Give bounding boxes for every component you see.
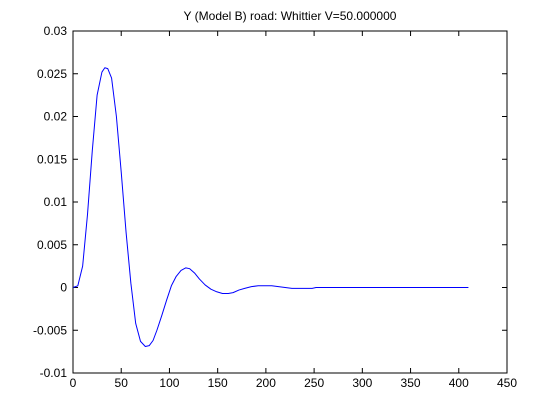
series-layer [72,67,469,347]
y-tick-label: 0 [60,281,67,295]
y-tick-label: -0.005 [33,323,67,337]
x-tick-label: 450 [497,376,517,390]
series-line [72,67,469,347]
x-tick-label: 300 [352,376,372,390]
y-tick-label: 0.02 [44,110,68,124]
y-tick-label: 0.005 [37,238,67,252]
y-axis: -0.01 -0.005 0 0.005 0.01 0.015 0.02 0.025 0.03 [33,24,507,380]
y-tick-label: -0.01 [40,366,68,380]
y-tick-label: 0.025 [37,67,67,81]
x-tick-label: 150 [208,376,228,390]
plot-area [72,30,508,374]
x-tick-label: 350 [401,376,421,390]
y-tick-label: 0.015 [37,152,67,166]
x-axis: 0 50 100 150 200 250 300 350 400 450 [70,31,517,390]
x-tick-label: 50 [115,376,129,390]
x-tick-label: 250 [304,376,324,390]
chart-title: Y (Model B) road: Whittier V=50.000000 [184,9,397,23]
x-tick-label: 100 [159,376,179,390]
x-tick-label: 200 [256,376,276,390]
x-tick-label: 400 [449,376,469,390]
y-tick-label: 0.01 [44,195,68,209]
y-tick-label: 0.03 [44,24,68,38]
x-tick-label: 0 [70,376,77,390]
